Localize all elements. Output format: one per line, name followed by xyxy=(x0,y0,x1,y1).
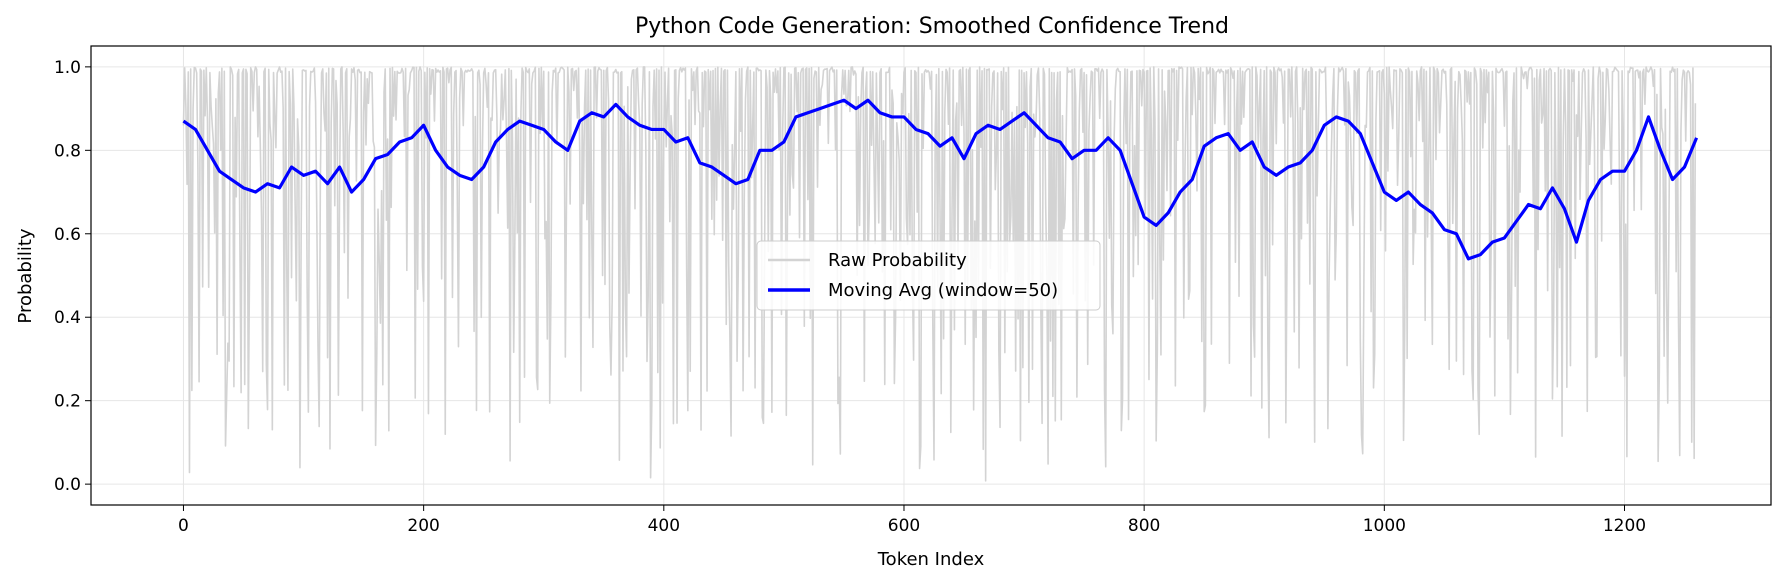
y-tick-label: 0.2 xyxy=(54,392,81,412)
x-tick-label: 1200 xyxy=(1603,516,1646,536)
y-tick-label: 0.0 xyxy=(54,475,81,495)
x-tick-label: 800 xyxy=(1128,516,1160,536)
y-axis-label: Probability xyxy=(15,228,36,323)
legend-label-raw: Raw Probability xyxy=(828,250,967,271)
moving-avg-line xyxy=(182,98,1699,261)
x-tick-label: 1000 xyxy=(1363,516,1406,536)
y-axis: 0.0 0.2 0.4 0.6 0.8 1.0 xyxy=(54,58,91,495)
y-tick-label: 0.4 xyxy=(54,308,81,328)
x-axis-label: Token Index xyxy=(877,549,985,570)
raw-probability-line xyxy=(182,66,1697,482)
moving-avg-series xyxy=(182,98,1699,261)
x-tick-label: 600 xyxy=(888,516,920,536)
y-tick-label: 1.0 xyxy=(54,58,81,78)
plot-frame xyxy=(90,45,1772,506)
x-tick-label: 0 xyxy=(178,516,189,536)
chart-title: Python Code Generation: Smoothed Confide… xyxy=(635,14,1229,39)
x-axis: 0 200 400 600 800 1000 1200 xyxy=(178,505,1646,536)
x-tick-label: 400 xyxy=(648,516,680,536)
legend-box xyxy=(756,240,1101,311)
legend: Raw Probability Moving Avg (window=50) xyxy=(756,240,1101,311)
raw-probability-series xyxy=(182,66,1697,482)
legend-label-avg: Moving Avg (window=50) xyxy=(828,280,1058,301)
y-tick-label: 0.6 xyxy=(54,225,81,245)
x-tick-label: 200 xyxy=(407,516,439,536)
y-tick-label: 0.8 xyxy=(54,141,81,161)
